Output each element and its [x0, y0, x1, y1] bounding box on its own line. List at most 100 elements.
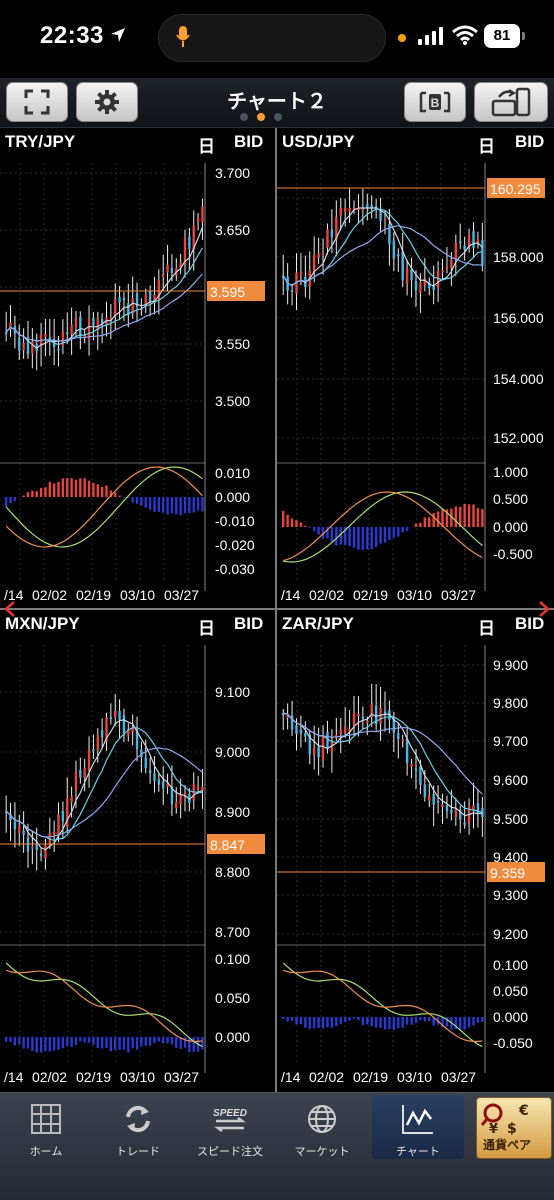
oscillator-bar [467, 1017, 471, 1028]
chart-panel-usd-jpy[interactable]: 160.295 158.000 156.000 154.000 152.000 1.000… [277, 128, 554, 608]
price-tick-label: 8.700 [215, 924, 250, 940]
next-arrow-icon[interactable] [538, 601, 550, 617]
moving-average-line [5, 747, 203, 838]
oscillator-bar [192, 1037, 195, 1052]
page-dot-2[interactable] [257, 113, 265, 121]
oscillator-tick-label: 0.100 [493, 957, 528, 973]
speed-order-icon: SPEED [213, 1108, 247, 1132]
nav-speed-order[interactable]: SPEED スピード注文 [184, 1095, 276, 1159]
oscillator-bar [201, 1037, 204, 1050]
candle-body [312, 255, 316, 273]
bid-ask-toggle-button[interactable]: B [404, 82, 466, 122]
price-tick-label: 9.300 [493, 887, 528, 903]
oscillator-bar [31, 1037, 34, 1052]
prev-arrow-icon[interactable] [4, 601, 16, 617]
oscillator-bar [481, 1017, 484, 1022]
candle-body [109, 717, 113, 720]
privacy-dot [398, 34, 406, 42]
date-tick-label: 02/19 [353, 1069, 388, 1085]
oscillator-bar [467, 504, 471, 527]
oscillator-bar [286, 1017, 289, 1022]
candle-body [9, 814, 12, 821]
chart-panel-mxn-jpy[interactable]: 8.847 9.100 9.000 8.900 8.800 8.700 0.100 0.050… [0, 610, 275, 1092]
candle-body [335, 735, 338, 738]
candle-body [61, 811, 65, 822]
page-dot-1[interactable] [240, 113, 248, 121]
oscillator-bar [26, 492, 30, 497]
oscillator-bar [52, 1037, 56, 1051]
oscillator-bar [48, 481, 51, 497]
candle-body [357, 208, 360, 210]
moving-average-line [283, 712, 483, 817]
oscillator-bar [295, 1017, 298, 1025]
oscillator-bar [5, 497, 8, 508]
candle-body [330, 229, 334, 238]
oscillator-bar [428, 1017, 431, 1022]
date-tick-label: /14 [281, 1069, 301, 1085]
page-title: チャート２ [227, 91, 327, 113]
settings-button[interactable] [76, 82, 138, 122]
chart-panel-try-jpy[interactable]: 3.595 3.700 3.650 3.550 3.500 0.010 0.000 -0.01… [0, 128, 275, 608]
candle-body [445, 266, 449, 269]
oscillator-bar [374, 1017, 378, 1028]
candle-body [361, 208, 365, 210]
nav-trade[interactable]: トレード [92, 1095, 184, 1159]
candle-body [410, 269, 413, 281]
candle-body [22, 830, 25, 835]
fullscreen-button[interactable] [6, 82, 68, 122]
candle-body [122, 298, 126, 301]
oscillator-bar [148, 497, 152, 510]
chart-panel-zar-jpy[interactable]: 9.359 9.900 9.800 9.700 9.600 9.500 9.400 9.300… [277, 610, 554, 1092]
oscillator-tick-label: 0.500 [493, 491, 528, 507]
page-dot-3[interactable] [274, 113, 282, 121]
candle-body [361, 717, 365, 720]
nav-chart[interactable]: チャート [372, 1095, 464, 1159]
oscillator-bar [423, 517, 427, 527]
current-price-tag [487, 178, 545, 198]
candle-body [374, 206, 378, 209]
moving-average-line [5, 273, 203, 342]
oscillator-tick-label: 0.000 [493, 519, 528, 535]
candle-body [317, 253, 320, 258]
candle-body [379, 707, 382, 724]
candle-body [26, 338, 30, 355]
wifi-icon [452, 25, 478, 45]
moving-average-line [282, 225, 483, 287]
candle-body [196, 786, 200, 789]
candle-body [383, 711, 387, 715]
nav-market[interactable]: マーケット [276, 1095, 368, 1159]
horizontal-divider[interactable] [0, 608, 554, 610]
candle-body [96, 317, 99, 331]
oscillator-bar [450, 508, 453, 527]
oscillator-bar [441, 1017, 444, 1028]
svg-text:B: B [431, 96, 440, 110]
oscillator-bar [114, 1037, 117, 1050]
home-grid-icon [31, 1104, 61, 1134]
date-tick-label: 02/19 [76, 1069, 111, 1085]
oscillator-bar [135, 1037, 139, 1050]
candle-body [122, 714, 126, 734]
currency-pair-button[interactable]: € $ ¥ 通貨ペア [476, 1097, 552, 1159]
nav-home[interactable]: ホーム [0, 1095, 92, 1159]
vertical-divider[interactable] [275, 128, 277, 1092]
oscillator-bar [13, 1037, 17, 1046]
oscillator-bar [481, 509, 484, 527]
candle-body [450, 809, 453, 814]
moving-average-line [5, 247, 204, 346]
candle-body [339, 208, 342, 217]
rotate-layout-button[interactable] [474, 82, 548, 122]
candle-body [144, 294, 147, 307]
nav-chart-label: チャート [396, 1146, 440, 1158]
oscillator-bar [22, 495, 25, 497]
oscillator-bar [397, 1017, 400, 1029]
oscillator-bar [361, 527, 365, 550]
oscillator-bar [188, 1037, 191, 1053]
oscillator-tick-label: -0.010 [215, 513, 255, 529]
candle-body [481, 239, 484, 266]
microphone-icon [176, 26, 190, 47]
currency-magnifier-icon: €$ ¥ [481, 1103, 529, 1137]
oscillator-bar [201, 497, 204, 512]
trade-cycle-icon [126, 1105, 150, 1133]
oscillator-bar [370, 1017, 373, 1026]
oscillator-bar [92, 1037, 95, 1045]
